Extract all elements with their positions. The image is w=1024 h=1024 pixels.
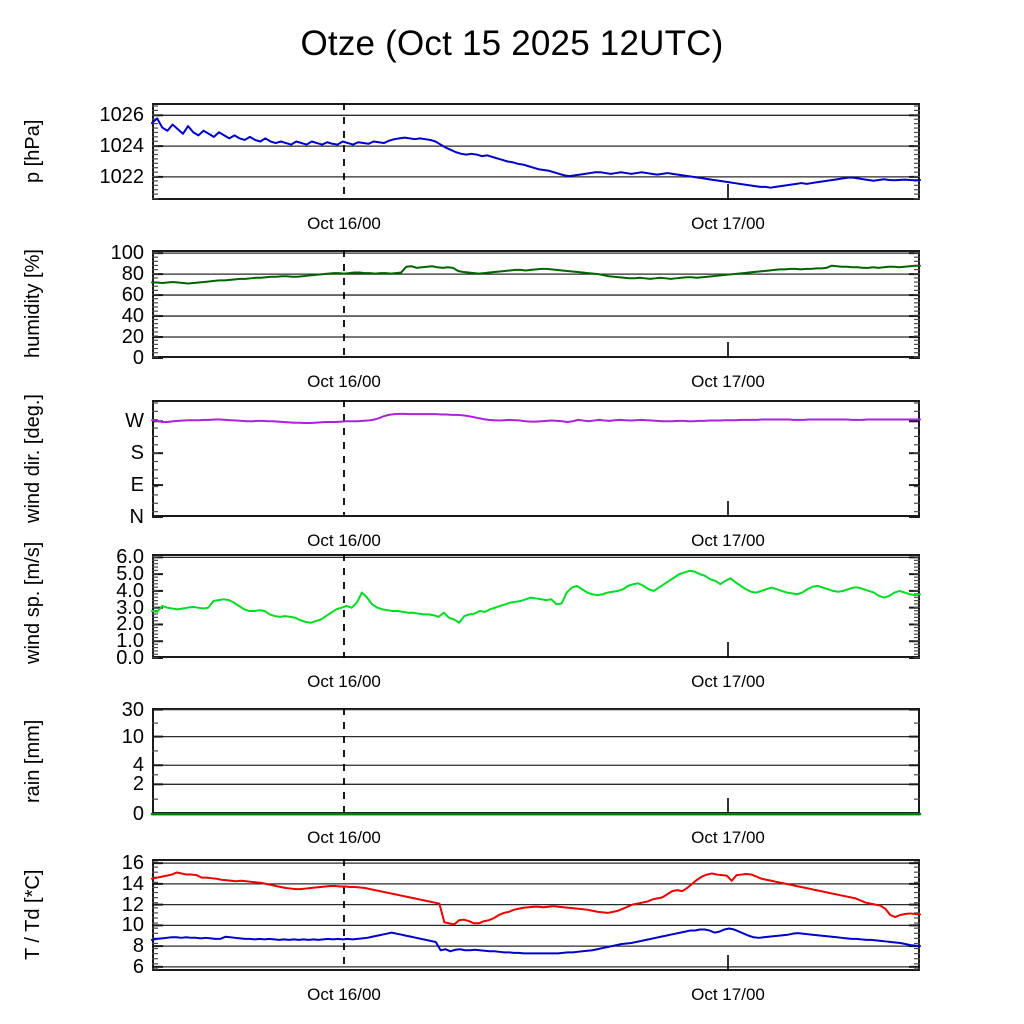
x-tick-temperature-1: Oct 17/00 <box>691 985 765 1004</box>
series-temperature-1 <box>151 927 921 955</box>
y-tick-wind_speed-4: 4.0 <box>116 579 144 602</box>
x-tick-wind_dir-0: Oct 16/00 <box>307 531 381 550</box>
x-tick-pressure-1: Oct 17/00 <box>691 214 765 233</box>
x-tick-rain-0: Oct 16/00 <box>307 828 381 847</box>
y-tick-pressure-2: 1026 <box>99 104 145 127</box>
y-tick-temperature-3: 12 <box>121 893 144 916</box>
y-tick-wind_dir-0: N <box>129 506 144 528</box>
page-title: Otze (Oct 15 2025 12UTC) <box>300 24 724 63</box>
y-tick-temperature-0: 6 <box>132 955 144 978</box>
y-tick-temperature-2: 10 <box>121 914 144 937</box>
x-tick-pressure-0: Oct 16/00 <box>307 214 381 233</box>
y-tick-wind_dir-1: E <box>130 474 144 497</box>
y-tick-rain-2: 4 <box>132 754 144 777</box>
x-tick-wind_speed-1: Oct 17/00 <box>691 672 765 691</box>
x-tick-rain-1: Oct 17/00 <box>691 828 765 847</box>
x-tick-wind_dir-1: Oct 17/00 <box>691 531 765 550</box>
y-tick-temperature-5: 16 <box>121 852 144 875</box>
y-tick-wind_dir-2: S <box>130 442 144 465</box>
y-tick-rain-3: 10 <box>121 725 144 748</box>
y-tick-wind_speed-6: 6.0 <box>116 546 144 569</box>
y-tick-pressure-0: 1022 <box>99 165 145 188</box>
x-tick-humidity-0: Oct 16/00 <box>307 372 381 391</box>
y-tick-wind_speed-5: 5.0 <box>116 563 144 586</box>
series-wind_speed-0 <box>151 569 921 624</box>
y-tick-humidity-0: 0 <box>132 347 144 369</box>
y-tick-rain-1: 2 <box>132 773 144 796</box>
y-tick-temperature-1: 8 <box>132 935 144 958</box>
y-tick-humidity-5: 100 <box>110 242 144 265</box>
x-tick-wind_speed-0: Oct 16/00 <box>307 672 381 691</box>
y-tick-humidity-3: 60 <box>121 284 144 307</box>
series-humidity-0 <box>151 264 921 285</box>
y-tick-pressure-1: 1024 <box>99 135 145 158</box>
y-tick-wind_speed-1: 1.0 <box>116 630 144 653</box>
y-tick-temperature-4: 14 <box>121 872 144 895</box>
plot-area-wind_speed <box>152 554 920 658</box>
series-temperature-0 <box>151 871 921 926</box>
y-tick-wind_speed-0: 0.0 <box>116 647 144 669</box>
y-tick-wind_speed-3: 3.0 <box>116 596 144 619</box>
y-tick-rain-0: 0 <box>132 803 144 825</box>
x-tick-temperature-0: Oct 16/00 <box>307 985 381 1004</box>
y-tick-humidity-2: 40 <box>121 305 144 328</box>
series-pressure-0 <box>151 117 921 189</box>
series-wind_dir-0 <box>151 412 921 425</box>
y-tick-wind_dir-3: W <box>125 410 144 433</box>
x-tick-humidity-1: Oct 17/00 <box>691 372 765 391</box>
y-tick-rain-4: 30 <box>121 698 144 721</box>
y-tick-humidity-4: 80 <box>121 263 144 286</box>
y-tick-wind_speed-2: 2.0 <box>116 613 144 636</box>
plot-area-rain <box>152 708 920 814</box>
y-tick-humidity-1: 20 <box>121 326 144 349</box>
